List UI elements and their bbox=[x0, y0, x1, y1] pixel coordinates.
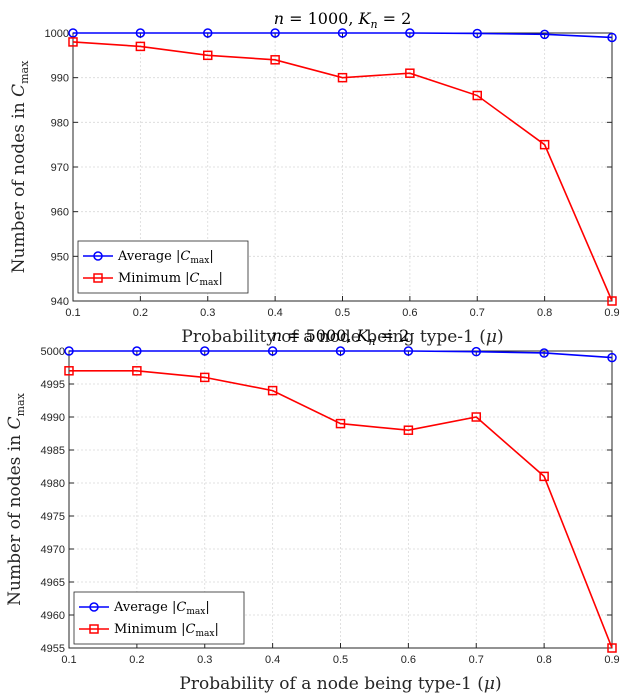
minimum-data-point bbox=[64, 366, 74, 376]
legend-label: Average |Cmax| bbox=[117, 249, 214, 266]
minimum-data-point bbox=[200, 372, 210, 383]
legend: Average |Cmax| Minimum |Cmax| bbox=[73, 591, 245, 645]
average-data-point bbox=[539, 348, 549, 358]
legend-marker bbox=[93, 273, 103, 283]
minimum-data-point bbox=[132, 366, 142, 376]
x-tick-label: 0.6 bbox=[402, 307, 417, 319]
minimum-series-line bbox=[72, 41, 613, 302]
chart-title: n = 5000, Kn = 2 bbox=[272, 326, 410, 348]
legend-box bbox=[73, 591, 245, 645]
average-data-point bbox=[203, 28, 213, 38]
y-tick-label: 4995 bbox=[41, 379, 65, 391]
x-tick-label: 0.6 bbox=[401, 654, 416, 666]
average-data-point bbox=[471, 346, 481, 357]
average-data-point bbox=[132, 346, 142, 356]
y-tick-label: 990 bbox=[51, 73, 69, 85]
average-data-point bbox=[607, 32, 617, 43]
y-tick-label: 940 bbox=[51, 296, 69, 308]
y-tick-label: 4985 bbox=[41, 445, 65, 457]
minimum-data-point bbox=[68, 37, 78, 47]
minimum-data-point bbox=[405, 68, 415, 78]
legend-label: Average |Cmax| bbox=[113, 600, 210, 617]
x-axis-label: Probability of a node being type-1 (μ) bbox=[179, 674, 501, 694]
x-tick-label: 0.1 bbox=[61, 654, 76, 666]
average-data-point bbox=[337, 28, 348, 38]
y-tick-label: 1000 bbox=[45, 28, 69, 40]
average-data-point bbox=[335, 346, 346, 356]
average-series-line bbox=[73, 32, 613, 39]
average-data-point bbox=[472, 28, 482, 39]
minimum-series-line bbox=[69, 369, 613, 649]
average-data-point bbox=[270, 28, 280, 38]
y-tick-label: 950 bbox=[51, 251, 69, 263]
minimum-data-point bbox=[539, 139, 550, 150]
legend-marker bbox=[89, 602, 99, 612]
minimum-data-point bbox=[607, 296, 617, 306]
x-tick-label: 0.4 bbox=[265, 654, 280, 666]
legend-label: Minimum |Cmax| bbox=[114, 622, 219, 639]
average-data-point bbox=[68, 28, 78, 38]
x-tick-label: 0.7 bbox=[470, 307, 485, 319]
y-axis-label: Number of nodes in Cmax bbox=[5, 392, 27, 605]
y-tick-label: 4975 bbox=[41, 511, 65, 523]
x-tick-label: 0.8 bbox=[536, 654, 551, 666]
average-series-line bbox=[69, 350, 613, 359]
minimum-data-point bbox=[203, 50, 213, 61]
legend-box bbox=[77, 240, 249, 294]
minimum-data-point bbox=[335, 418, 346, 429]
minimum-data-point bbox=[472, 90, 482, 101]
y-tick-label: 4990 bbox=[41, 412, 65, 424]
legend-marker bbox=[89, 624, 99, 634]
y-tick-label: 4955 bbox=[41, 643, 65, 655]
average-data-point bbox=[64, 346, 74, 356]
y-tick-label: 960 bbox=[51, 207, 69, 219]
x-tick-label: 0.8 bbox=[537, 307, 552, 319]
x-tick-label: 0.5 bbox=[335, 307, 350, 319]
x-tick-label: 0.3 bbox=[197, 654, 212, 666]
x-tick-label: 0.3 bbox=[200, 307, 215, 319]
x-tick-label: 0.7 bbox=[469, 654, 484, 666]
x-tick-label: 0.9 bbox=[604, 654, 619, 666]
legend: Average |Cmax| Minimum |Cmax| bbox=[77, 240, 249, 294]
legend-marker bbox=[93, 251, 103, 261]
legend-label: Minimum |Cmax| bbox=[118, 271, 223, 288]
minimum-data-point bbox=[337, 72, 348, 83]
x-tick-label: 0.2 bbox=[133, 307, 148, 319]
minimum-data-point bbox=[267, 385, 278, 396]
x-axis-label: Probability of a node being type-1 (μ) bbox=[181, 327, 503, 347]
x-tick-label: 0.4 bbox=[267, 307, 282, 319]
minimum-data-point bbox=[270, 55, 280, 65]
y-tick-label: 4970 bbox=[41, 544, 65, 556]
y-axis-label: Number of nodes in Cmax bbox=[9, 60, 31, 273]
x-tick-label: 0.1 bbox=[65, 307, 80, 319]
y-tick-label: 4980 bbox=[41, 478, 65, 490]
average-data-point bbox=[405, 28, 415, 38]
y-tick-label: 980 bbox=[51, 117, 69, 129]
y-tick-label: 4960 bbox=[41, 610, 65, 622]
y-tick-label: 4965 bbox=[41, 577, 65, 589]
chart-panel-2: 0.1 0.2 0.3 0.4 0.5 0.6 0.7 0.8 0.9 4955 4960 4965 4… bbox=[5, 326, 620, 694]
average-data-point bbox=[539, 29, 550, 40]
x-tick-label: 0.9 bbox=[604, 307, 619, 319]
average-data-point bbox=[607, 352, 617, 363]
minimum-data-point bbox=[403, 425, 414, 435]
y-tick-label: 5000 bbox=[41, 346, 65, 358]
minimum-data-point bbox=[135, 41, 146, 52]
x-tick-label: 0.5 bbox=[333, 654, 348, 666]
chart-panel-1: 0.1 0.2 0.3 0.4 0.5 0.6 0.7 0.8 0.9 940 950 960 970 9… bbox=[9, 9, 620, 347]
minimum-data-point bbox=[471, 412, 481, 422]
minimum-data-point bbox=[539, 471, 549, 482]
average-data-point bbox=[403, 346, 414, 356]
minimum-data-point bbox=[607, 643, 617, 653]
chart-title: n = 1000, Kn = 2 bbox=[274, 9, 412, 31]
average-data-point bbox=[200, 346, 210, 356]
x-tick-label: 0.2 bbox=[129, 654, 144, 666]
average-data-point bbox=[135, 28, 146, 38]
y-tick-label: 970 bbox=[51, 162, 69, 174]
average-data-point bbox=[267, 346, 278, 356]
